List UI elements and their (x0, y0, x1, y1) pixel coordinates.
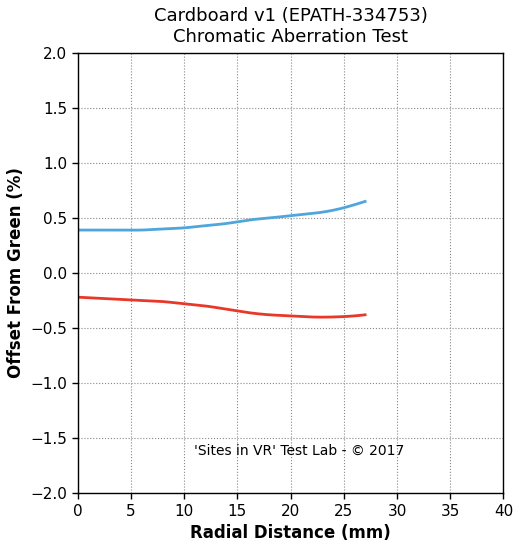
Title: Cardboard v1 (EPATH-334753)
Chromatic Aberration Test: Cardboard v1 (EPATH-334753) Chromatic Ab… (154, 7, 427, 46)
X-axis label: Radial Distance (mm): Radial Distance (mm) (190, 524, 391, 542)
Text: 'Sites in VR' Test Lab - © 2017: 'Sites in VR' Test Lab - © 2017 (194, 444, 404, 458)
Y-axis label: Offset From Green (%): Offset From Green (%) (7, 167, 25, 378)
